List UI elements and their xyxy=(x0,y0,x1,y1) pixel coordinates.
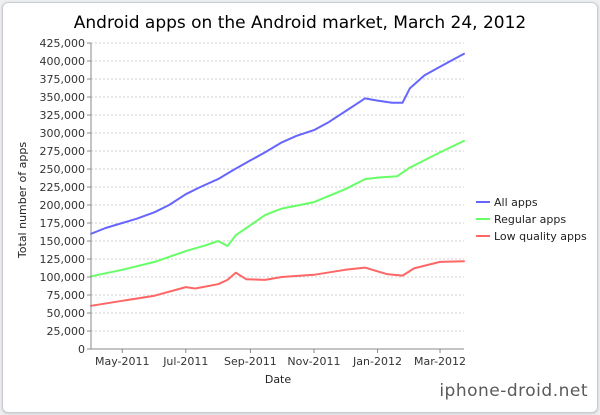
axes xyxy=(90,43,464,350)
y-tick-label: 25,000 xyxy=(47,325,86,338)
y-tick-label: 75,000 xyxy=(47,289,86,302)
y-tick-label: 350,000 xyxy=(40,91,86,104)
y-axis-ticks: 0 25,000 50,000 75,000 100,000 125,000 150,000… xyxy=(40,37,91,356)
legend-label-1: Regular apps xyxy=(494,213,566,226)
gridlines xyxy=(91,42,464,332)
y-tick-label: 150,000 xyxy=(40,235,86,248)
y-tick-label: 250,000 xyxy=(40,163,86,176)
series-line-1 xyxy=(90,139,465,278)
legend-label-2: Low quality apps xyxy=(494,230,587,243)
legend: All apps Regular apps Low quality apps xyxy=(476,196,587,243)
y-tick-label: 200,000 xyxy=(40,199,86,212)
y-tick-label: 225,000 xyxy=(40,181,86,194)
y-tick-label: 275,000 xyxy=(40,145,86,158)
series-lines xyxy=(90,52,465,307)
series-line-2 xyxy=(90,260,465,307)
watermark: iphone-droid.net xyxy=(439,381,588,401)
x-axis-label: Date xyxy=(265,373,292,386)
x-axis-ticks: May-2011 Jul-2011 Sep-2011 Nov-2011 Jan-2012… xyxy=(95,349,466,368)
x-tick-label: Sep-2011 xyxy=(224,355,277,368)
y-axis-label: Total number of apps xyxy=(16,142,29,259)
chart-title: Android apps on the Android market, Marc… xyxy=(74,13,526,33)
x-tick-label: Jan-2012 xyxy=(352,355,402,368)
y-tick-label: 175,000 xyxy=(40,217,86,230)
y-tick-label: 400,000 xyxy=(40,55,86,68)
series-line-0 xyxy=(90,52,465,235)
y-tick-label: 300,000 xyxy=(40,127,86,140)
y-tick-label: 425,000 xyxy=(40,37,86,50)
y-tick-label: 50,000 xyxy=(47,307,86,320)
x-tick-label: Mar-2012 xyxy=(414,355,466,368)
x-tick-label: May-2011 xyxy=(95,355,150,368)
x-tick-label: Jul-2011 xyxy=(162,355,208,368)
y-tick-label: 325,000 xyxy=(40,109,86,122)
y-tick-label: 375,000 xyxy=(40,73,86,86)
y-tick-label: 0 xyxy=(78,343,85,356)
y-tick-label: 100,000 xyxy=(40,271,86,284)
y-tick-label: 125,000 xyxy=(40,253,86,266)
x-tick-label: Nov-2011 xyxy=(287,355,340,368)
legend-label-0: All apps xyxy=(494,196,538,209)
